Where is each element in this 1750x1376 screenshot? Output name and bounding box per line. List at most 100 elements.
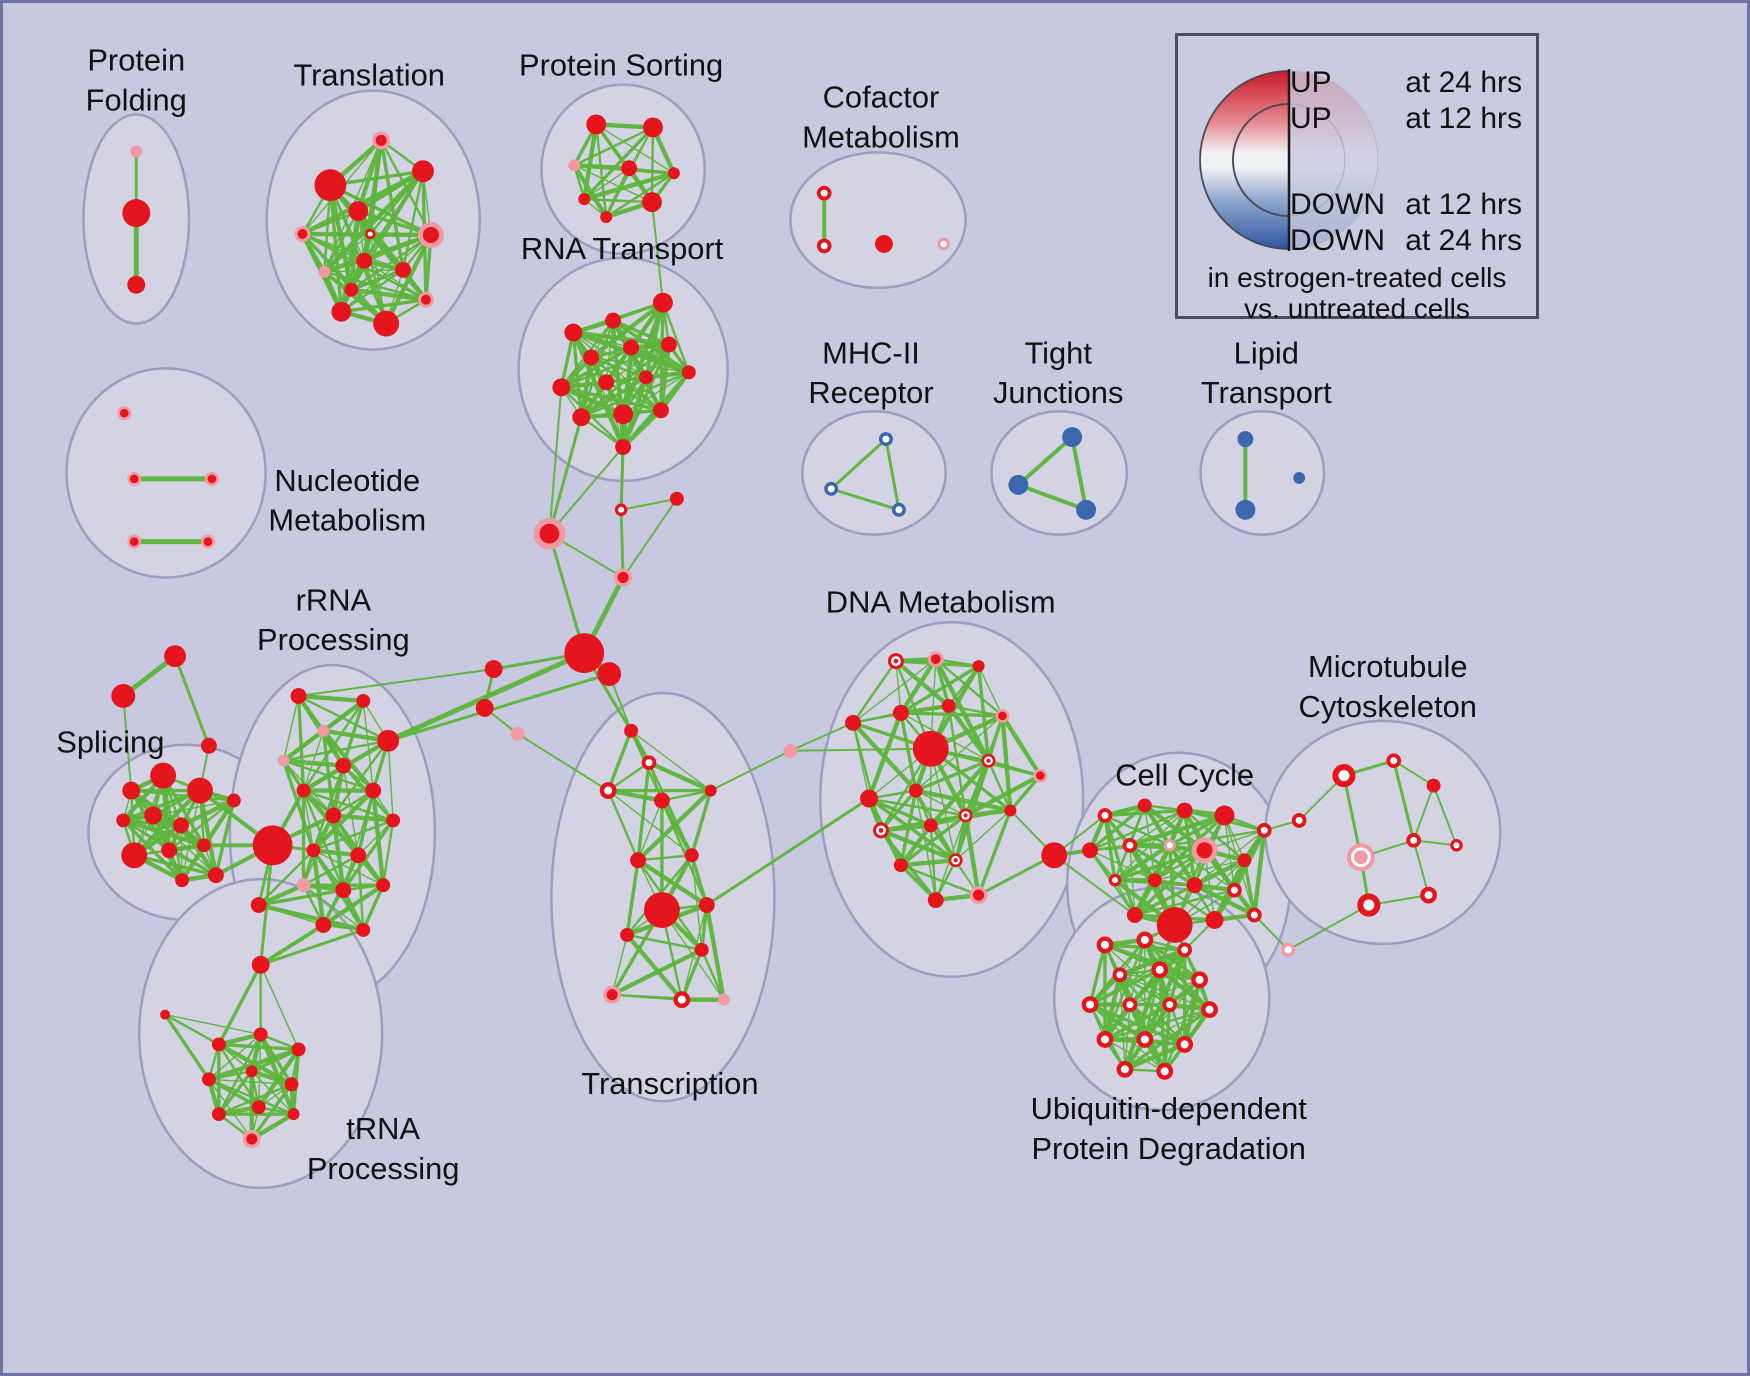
network-node-p — [510, 726, 525, 741]
network-edge — [349, 208, 361, 292]
cluster-ellipse-cm — [789, 151, 967, 289]
network-node-r — [122, 199, 151, 228]
network-node-r — [669, 491, 684, 506]
network-node-r — [245, 1065, 258, 1078]
network-node-r — [164, 645, 187, 668]
network-node-r — [284, 1077, 299, 1092]
network-edge — [281, 758, 316, 852]
network-node-p — [783, 743, 798, 758]
network-edge — [387, 740, 394, 822]
network-node-r — [344, 282, 359, 297]
network-edge — [635, 858, 709, 908]
network-node-h — [204, 471, 219, 486]
network-node-g — [1136, 931, 1154, 949]
network-node-r — [1082, 842, 1099, 859]
network-edge — [604, 172, 676, 219]
network-edge — [1253, 914, 1290, 951]
network-node-g — [1386, 753, 1402, 769]
network-edge — [197, 788, 219, 878]
network-edge — [572, 163, 609, 220]
network-edge — [947, 704, 967, 817]
network-node-g — [1162, 997, 1178, 1012]
network-edge — [1412, 784, 1435, 842]
network-node-h — [603, 985, 622, 1004]
network-node-r — [200, 737, 217, 754]
network-node-r — [1126, 907, 1143, 923]
network-edge — [583, 197, 654, 204]
network-edge — [217, 1069, 254, 1116]
network-node-g — [1256, 823, 1272, 838]
network-edge — [680, 948, 704, 1002]
network-node-h — [372, 131, 391, 150]
cluster-label-trna: tRNA Processing — [307, 1111, 460, 1186]
network-edge — [898, 656, 938, 716]
network-edge — [582, 171, 677, 202]
network-node-b — [1008, 474, 1029, 495]
network-edge — [987, 759, 1042, 777]
network-node-r — [315, 916, 332, 933]
network-edge — [914, 758, 991, 793]
network-node-r — [350, 847, 367, 864]
legend-row-down-24: DOWN at 24 hrs — [1290, 224, 1522, 258]
network-edge — [895, 660, 902, 714]
cluster-label-tx: Transcription — [581, 1066, 758, 1101]
network-edge — [381, 819, 395, 887]
network-node-r — [356, 252, 373, 269]
cluster-label-ps: Protein Sorting — [519, 48, 723, 83]
legend-dir-label: UP — [1290, 66, 1332, 99]
network-edge — [208, 1033, 262, 1080]
network-edge — [705, 797, 871, 907]
network-edge — [884, 437, 901, 512]
network-edge — [207, 1070, 253, 1081]
network-edge — [258, 1032, 296, 1117]
layer-nodes — [111, 114, 1463, 1148]
network-edge — [328, 183, 433, 237]
network-edge — [341, 818, 395, 892]
network-edge — [879, 813, 968, 833]
cluster-label-mc: Microtubule Cytoskeleton — [1299, 649, 1477, 724]
network-node-r — [684, 848, 699, 863]
network-node-r — [412, 160, 434, 183]
network-edge — [650, 126, 655, 204]
network-edge — [595, 123, 608, 219]
network-node-r — [306, 843, 321, 858]
network-edge — [987, 759, 1012, 812]
network-node-g — [1406, 832, 1421, 848]
network-edge — [297, 668, 495, 697]
network-edge — [1129, 809, 1186, 847]
network-node-b — [1235, 499, 1256, 520]
network-node-r — [127, 275, 146, 294]
network-node-r — [207, 867, 224, 884]
network-edge — [605, 343, 670, 384]
network-edge — [625, 933, 703, 952]
network-node-r — [161, 842, 178, 859]
network-node-r — [1237, 853, 1252, 868]
legend-dir-label: UP — [1290, 102, 1332, 135]
network-edge — [1169, 844, 1236, 891]
network-node-h — [969, 886, 988, 905]
network-node-p — [318, 265, 331, 278]
network-node-r — [377, 729, 400, 752]
network-node-p — [717, 993, 730, 1006]
network-node-t — [981, 753, 996, 768]
network-node-r — [552, 378, 571, 397]
network-edge — [1182, 977, 1202, 1047]
network-node-r — [211, 1037, 226, 1052]
network-edge — [624, 932, 685, 1002]
legend-row-up-12: UP at 12 hrs — [1290, 102, 1522, 136]
network-edge — [1392, 759, 1416, 842]
network-edge — [547, 532, 586, 655]
legend-row-down-12: DOWN at 12 hrs — [1290, 188, 1522, 222]
network-edge — [1123, 1007, 1212, 1072]
network-edge — [350, 233, 433, 291]
network-node-r — [630, 852, 647, 869]
network-node-g — [1246, 907, 1262, 923]
network-node-r — [860, 789, 878, 808]
legend-row-up-24: UP at 24 hrs — [1290, 66, 1522, 100]
network-edge — [900, 712, 990, 762]
network-edge — [1112, 843, 1172, 883]
network-node-r — [484, 660, 503, 679]
network-edge — [301, 233, 352, 291]
network-edge — [1103, 808, 1187, 818]
network-edge — [1103, 1008, 1211, 1041]
